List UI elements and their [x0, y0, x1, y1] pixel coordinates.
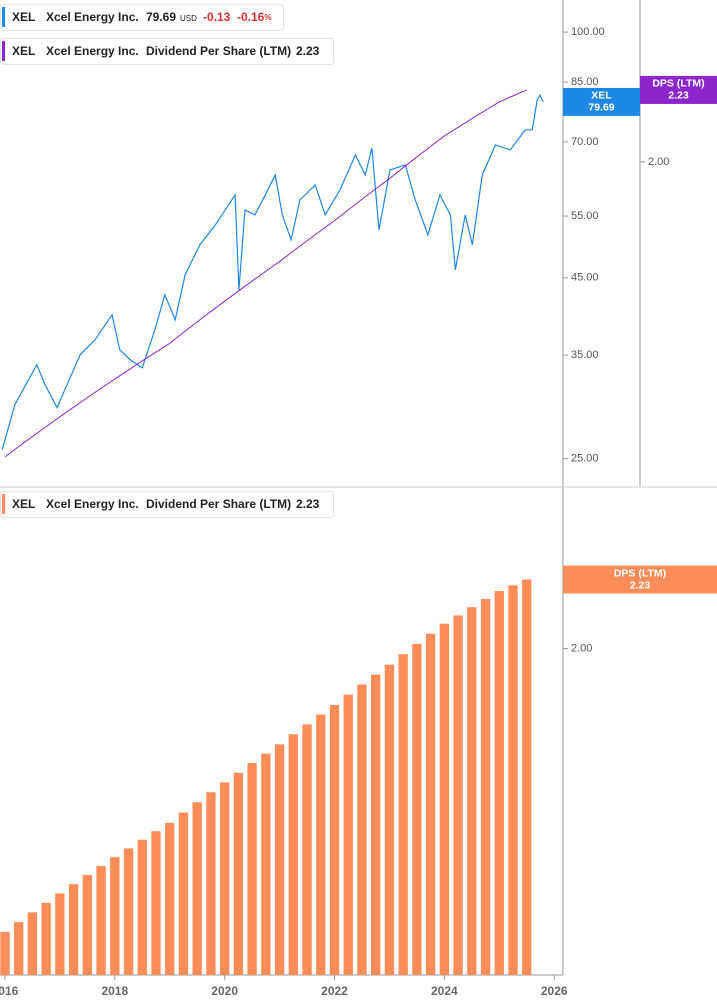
bar: [302, 724, 312, 975]
legend-price: XEL Xcel Energy Inc. 79.69 USD -0.13 -0.…: [0, 4, 284, 31]
price-tag: DPS (LTM)2.23: [563, 565, 717, 594]
legend-box: [0, 4, 284, 31]
bar: [371, 674, 381, 975]
legend-value: 2.23: [296, 44, 320, 58]
bar: [178, 812, 189, 975]
legend-box: [0, 491, 334, 518]
change-pct-unit: %: [264, 13, 271, 22]
tag-box: [563, 87, 640, 116]
bar: [274, 744, 285, 975]
bar: [453, 615, 463, 975]
legend-swatch: [2, 494, 5, 514]
bar: [522, 579, 532, 975]
bar: [439, 623, 450, 975]
x-tick-label: 2026: [541, 984, 568, 998]
tag-box: [563, 565, 717, 594]
bar: [316, 714, 326, 975]
bar: [494, 591, 504, 975]
y-tick-label: 70.00: [571, 136, 599, 148]
legend-swatch: [2, 7, 5, 27]
bar: [123, 848, 134, 975]
bar: [55, 893, 65, 975]
x-tick-label: 2022: [321, 984, 348, 998]
bar: [192, 802, 202, 975]
bar: [206, 792, 216, 975]
legend-currency: USD: [180, 14, 197, 23]
bar: [68, 884, 79, 975]
change-pct: -0.16: [237, 10, 265, 24]
series-line: [1, 93, 544, 450]
legend-dps: XEL Xcel Energy Inc. Dividend Per Share …: [0, 38, 334, 65]
bar: [480, 599, 491, 975]
bar: [137, 839, 147, 975]
bar: [467, 607, 477, 975]
y-tick-label: 25.00: [571, 453, 599, 465]
bar: [247, 763, 257, 975]
bar: [329, 705, 340, 975]
x-tick-label: 2016: [0, 984, 19, 998]
bar: [219, 782, 230, 975]
y-tick-label: 35.00: [571, 349, 599, 361]
bar: [508, 585, 518, 975]
tag-label: DPS (LTM): [652, 78, 704, 90]
legend-box: [0, 38, 334, 65]
bar: [233, 772, 244, 975]
y-tick-label: 2.00: [648, 156, 669, 168]
bar: [151, 831, 161, 975]
bar: [425, 633, 436, 975]
bar: [343, 694, 353, 975]
bar: [288, 734, 298, 975]
y-tick-label: 100.00: [571, 26, 605, 38]
tag-label: XEL: [591, 90, 612, 102]
legend-name: Xcel Energy Inc.: [46, 10, 139, 24]
legend-company: Xcel Energy Inc.: [46, 497, 139, 511]
x-tick-label: 2018: [101, 984, 128, 998]
bar: [357, 684, 367, 975]
bar: [41, 902, 51, 975]
bar: [398, 654, 408, 975]
bar: [96, 866, 106, 975]
bar: [110, 857, 120, 975]
y-tick-label: 85.00: [571, 76, 599, 88]
tag-label: DPS (LTM): [614, 567, 666, 579]
legend-value: 79.69: [146, 10, 176, 24]
bar: [0, 931, 10, 975]
y-tick-label: 2.00: [571, 643, 592, 655]
legend-change-pct: -0.16%: [237, 10, 271, 24]
legend-company: Xcel Energy Inc.: [46, 44, 139, 58]
legend-name: Dividend Per Share (LTM): [146, 497, 291, 511]
bar: [14, 922, 24, 975]
tag-value: 2.23: [668, 90, 689, 102]
bar: [82, 875, 93, 975]
y-tick-label: 45.00: [571, 272, 599, 284]
legend-ticker: XEL: [12, 497, 35, 511]
x-tick-label: 2024: [431, 984, 458, 998]
legend-bars: XEL Xcel Energy Inc. Dividend Per Share …: [0, 491, 334, 518]
legend-ticker: XEL: [12, 44, 35, 58]
series-line: [4, 89, 527, 458]
tag-value: 79.69: [588, 102, 614, 114]
bar: [27, 912, 38, 975]
bar: [412, 643, 422, 975]
tag-box: [640, 75, 717, 104]
y-tick-label: 55.00: [571, 210, 599, 222]
tag-value: 2.23: [630, 579, 651, 591]
plots: 100.00 85.00 70.00 55.00 45.00 35.00 25.00 2.00…: [0, 26, 669, 998]
bar: [384, 664, 395, 975]
x-tick-label: 2020: [211, 984, 238, 998]
legend-name: Dividend Per Share (LTM): [146, 44, 291, 58]
legend-value: 2.23: [296, 497, 320, 511]
legend-swatch: [2, 41, 5, 61]
price-tag: DPS (LTM)2.23: [640, 75, 717, 104]
bar: [165, 822, 175, 975]
legend-ticker: XEL: [12, 10, 35, 24]
bar: [261, 753, 271, 975]
legend-change: -0.13: [203, 10, 231, 24]
